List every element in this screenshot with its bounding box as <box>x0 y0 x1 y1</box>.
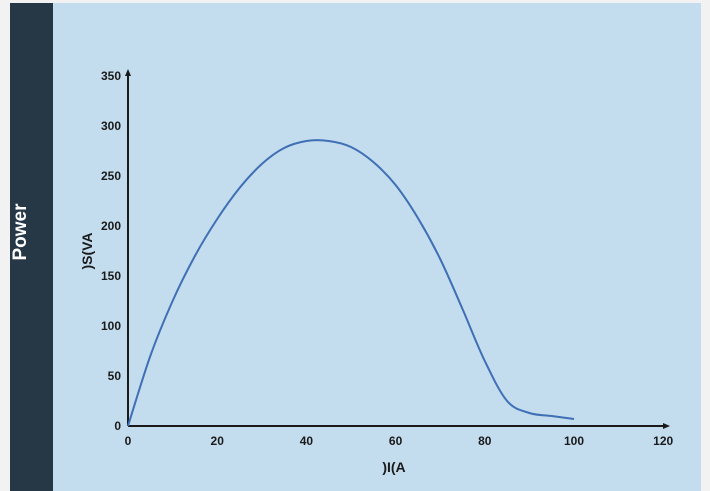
sidebar <box>10 3 53 491</box>
series-line <box>127 139 575 427</box>
x-tick-label: 40 <box>300 434 314 448</box>
y-tick-label: 350 <box>101 69 121 83</box>
x-axis-arrow <box>663 423 670 429</box>
axes <box>125 69 670 429</box>
y-tick-labels: 0 50 100 150 200 250 300 350 <box>101 69 121 433</box>
y-tick-label: 300 <box>101 119 121 133</box>
x-tick-label: 20 <box>211 434 225 448</box>
y-tick-label: 250 <box>101 169 121 183</box>
y-axis-arrow <box>125 69 131 76</box>
x-tick-label: 60 <box>389 434 403 448</box>
y-axis-title: )S(VA <box>79 232 95 269</box>
x-tick-label: 100 <box>564 434 584 448</box>
y-tick-label: 200 <box>101 219 121 233</box>
x-tick-labels: 0 20 40 60 80 100 120 <box>125 434 674 448</box>
x-tick-label: 120 <box>653 434 673 448</box>
x-axis-title: )I(A <box>382 459 405 475</box>
y-tick-label: 150 <box>101 269 121 283</box>
y-tick-label: 50 <box>108 369 122 383</box>
x-tick-label: 0 <box>125 434 132 448</box>
y-tick-label: 0 <box>114 419 121 433</box>
chart-panel <box>10 3 701 491</box>
y-tick-label: 100 <box>101 319 121 333</box>
x-tick-label: 80 <box>478 434 492 448</box>
